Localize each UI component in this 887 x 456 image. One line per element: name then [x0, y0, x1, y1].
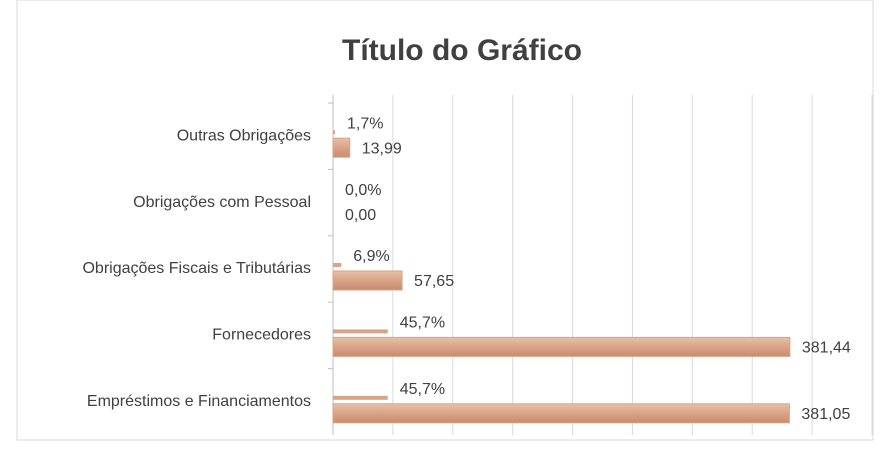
bar	[333, 263, 342, 267]
bar	[333, 130, 336, 135]
data-label: 6,9%	[353, 248, 389, 265]
data-label: 57,65	[414, 273, 454, 290]
y-tick-label: Empréstimos e Financiamentos	[87, 393, 311, 410]
chart-frame	[16, 0, 874, 441]
data-label: 45,7%	[400, 381, 445, 398]
data-label: 0,00	[345, 207, 376, 224]
data-label: 13,99	[362, 140, 402, 157]
data-label: 45,7%	[400, 315, 445, 332]
y-tick-label: Fornecedores	[212, 327, 311, 344]
data-label: 381,44	[802, 340, 851, 357]
data-label: 0,0%	[345, 182, 381, 199]
y-tick-label: Obrigações com Pessoal	[133, 194, 311, 211]
bar	[332, 403, 790, 424]
bar	[332, 336, 791, 357]
y-tick-label: Obrigações Fiscais e Tributárias	[82, 260, 311, 277]
bar	[332, 270, 403, 291]
y-tick-label: Outras Obrigações	[177, 127, 311, 144]
bar	[332, 137, 351, 158]
bar	[333, 329, 388, 334]
data-label: 1,7%	[347, 115, 383, 132]
data-label: 381,05	[801, 406, 850, 423]
chart-title: Título do Gráfico	[342, 34, 582, 67]
bar	[333, 395, 388, 400]
